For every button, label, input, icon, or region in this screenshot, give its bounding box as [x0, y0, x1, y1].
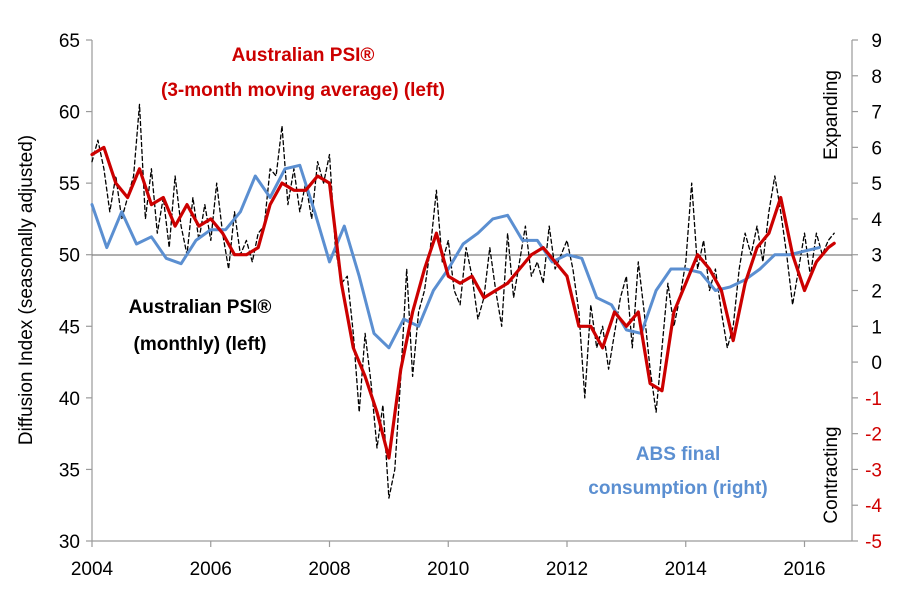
right-tick-label: -2	[865, 425, 882, 446]
right-tick-label: 3	[871, 246, 882, 267]
annotation-abs-line2: consumption (right)	[588, 478, 767, 499]
left-tick-label: 45	[59, 317, 80, 338]
left-tick-label: 65	[59, 31, 80, 52]
left-axis-title: Diffusion Index (seasonally adjusted)	[16, 135, 37, 445]
right-tick-label: -1	[865, 389, 882, 410]
left-tick-label: 55	[59, 174, 80, 195]
x-tick-label: 2014	[665, 559, 708, 580]
left-tick-label: 50	[59, 246, 80, 267]
right-tick-label: 4	[871, 210, 882, 231]
left-tick-label: 35	[59, 460, 80, 481]
right-tick-label: 8	[871, 67, 882, 88]
annotation-monthly-line2: (monthly) (left)	[134, 334, 267, 355]
series-abs-final-consumption	[90, 163, 821, 350]
series-psi-monthly	[91, 103, 835, 499]
x-tick-label: 2006	[190, 559, 232, 580]
right-tick-label: 2	[871, 282, 882, 303]
left-tick-label: 60	[59, 103, 80, 124]
right-tick-label: 1	[871, 317, 882, 338]
right-label-expanding: Expanding	[821, 70, 842, 160]
right-tick-label: -4	[865, 496, 882, 517]
left-tick-label: 30	[59, 532, 80, 553]
right-tick-label: 9	[871, 31, 882, 52]
x-tick-label: 2004	[71, 559, 114, 580]
right-tick-label: -3	[865, 460, 882, 481]
x-ticks: 2004 2006 2008 2010 2012 2014 2016	[71, 541, 826, 580]
x-tick-label: 2010	[427, 559, 469, 580]
x-tick-label: 2016	[783, 559, 825, 580]
annotation-abs-line1: ABS final	[636, 444, 720, 465]
annotation-ma-line1: Australian PSI®	[232, 45, 375, 66]
x-tick-label: 2008	[308, 559, 350, 580]
right-tick-label: 0	[871, 353, 882, 374]
right-label-contracting: Contracting	[821, 426, 842, 523]
series-layer	[90, 103, 836, 499]
annotation-ma-line2: (3-month moving average) (left)	[161, 80, 445, 101]
x-tick-label: 2012	[546, 559, 588, 580]
series-psi-moving-average	[90, 145, 836, 460]
right-tick-label: -5	[865, 532, 882, 553]
right-tick-label: 6	[871, 138, 882, 159]
right-tick-label: 7	[871, 103, 882, 124]
right-y-ticks: -5 -4 -3 -2 -1 0 1 2 3 4 5 6 7 8 9	[852, 31, 882, 553]
left-tick-label: 40	[59, 389, 80, 410]
annotation-monthly-line1: Australian PSI®	[129, 297, 272, 318]
left-y-ticks: 30 35 40 45 50 55 60 65	[59, 31, 92, 553]
right-tick-label: 5	[871, 174, 882, 195]
